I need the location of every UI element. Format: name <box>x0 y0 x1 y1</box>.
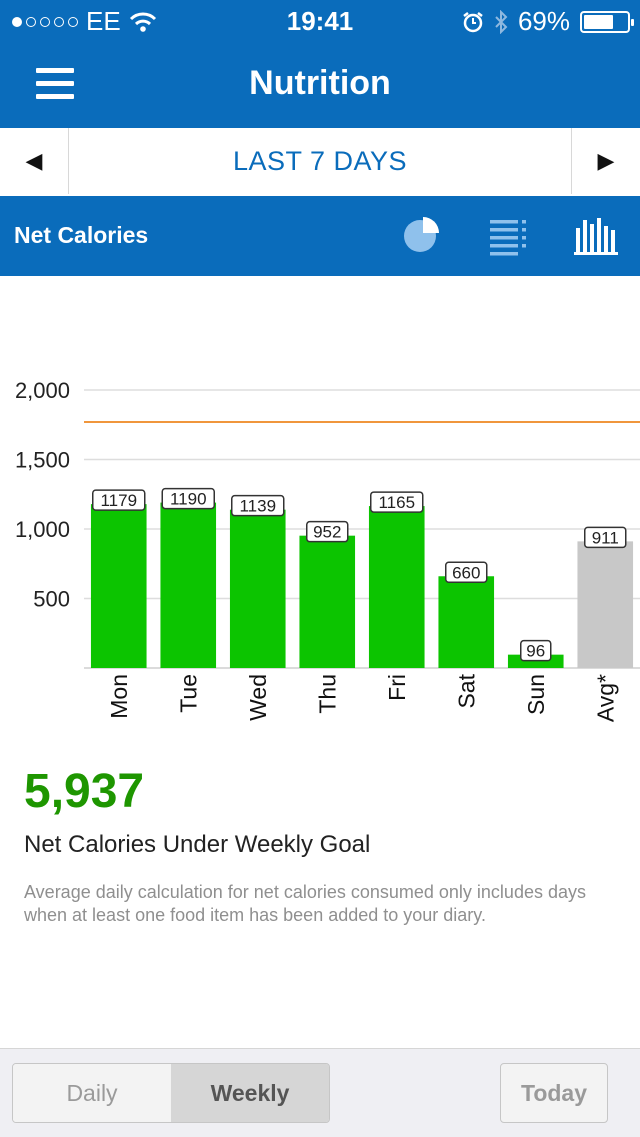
bluetooth-icon <box>495 9 508 34</box>
data-label-box <box>92 489 146 511</box>
next-range-button[interactable]: ▶ <box>571 128 640 194</box>
period-segmented-control: Daily Weekly <box>12 1063 330 1123</box>
category-label: Fri <box>384 674 410 701</box>
y-tick-label: 1,000 <box>15 517 70 542</box>
weekly-tab[interactable]: Weekly <box>171 1064 329 1122</box>
y-tick-label: 1,500 <box>15 448 70 473</box>
data-label: 96 <box>526 642 545 661</box>
signal-strength-icon <box>12 16 78 27</box>
net-calories-chart: 500 1,000 1,500 2,000 1179 Mon 1190 Tue 1139 Wed 9… <box>0 276 640 736</box>
carrier-label: EE <box>86 6 121 36</box>
category-label: Thu <box>314 674 340 714</box>
data-label-box <box>231 494 285 517</box>
data-label: 1190 <box>170 490 207 509</box>
bar <box>90 504 147 668</box>
bar-chart-icon[interactable] <box>570 212 620 258</box>
calories-under-goal-label: Net Calories Under Weekly Goal <box>24 831 371 858</box>
bar <box>577 541 634 668</box>
bar <box>160 502 217 668</box>
status-left: EE <box>12 6 157 37</box>
pie-chart-icon[interactable] <box>396 212 446 258</box>
list-view-icon[interactable] <box>484 212 534 258</box>
daily-tab[interactable]: Daily <box>13 1064 171 1122</box>
data-label: 660 <box>452 563 480 582</box>
section-title: Net Calories <box>14 222 149 248</box>
bar <box>368 506 425 668</box>
y-tick-label: 2,000 <box>15 378 70 403</box>
today-button[interactable]: Today <box>500 1063 608 1123</box>
data-label: 1165 <box>378 493 415 512</box>
status-bar: EE 19:41 69% <box>0 0 640 40</box>
previous-range-button[interactable]: ◀ <box>0 128 69 194</box>
bar <box>299 535 356 668</box>
triangle-left-icon: ◀ <box>25 148 43 173</box>
battery-icon <box>580 10 634 33</box>
y-tick-label: 500 <box>33 587 70 612</box>
bottom-toolbar: Daily Weekly Today <box>0 1048 640 1137</box>
category-label: Sat <box>453 673 479 708</box>
data-label-box <box>306 520 349 543</box>
status-right: 69% <box>462 6 634 37</box>
calories-under-goal-value: 5,937 <box>24 765 145 818</box>
data-label: 911 <box>592 528 619 547</box>
battery-percent: 69% <box>517 6 570 36</box>
category-label: Avg* <box>592 674 618 722</box>
alarm-icon <box>463 11 483 32</box>
bar <box>438 576 495 668</box>
data-label: 1139 <box>239 497 276 516</box>
bar-chart: 500 1,000 1,500 2,000 1179 Mon 1190 Tue 1139 Wed 9… <box>15 378 640 722</box>
data-label: 952 <box>313 523 341 542</box>
category-label: Sun <box>523 674 549 715</box>
category-label: Mon <box>106 674 132 719</box>
date-range-label[interactable]: LAST 7 DAYS <box>232 145 408 176</box>
data-label-box <box>520 639 552 662</box>
wifi-icon <box>129 12 156 32</box>
page-title: Nutrition <box>249 64 391 102</box>
data-label-box <box>445 561 488 584</box>
data-label: 1179 <box>100 491 137 510</box>
triangle-right-icon: ▶ <box>597 148 615 173</box>
nav-bar: Nutrition <box>0 40 640 128</box>
summary-section: 5,937 Net Calories Under Weekly Goal Ave… <box>24 764 624 927</box>
section-header: Net Calories <box>0 196 640 276</box>
date-navigator: ◀ LAST 7 DAYS ▶ <box>0 128 640 197</box>
bar <box>229 509 286 668</box>
menu-icon[interactable] <box>36 68 74 100</box>
category-label: Tue <box>175 674 201 713</box>
data-label-box <box>161 487 215 510</box>
data-label-box <box>370 491 424 513</box>
clock: 19:41 <box>286 6 354 36</box>
data-label-box <box>584 526 627 549</box>
category-label: Wed <box>245 674 271 721</box>
average-note: Average daily calculation for net calori… <box>24 882 586 925</box>
